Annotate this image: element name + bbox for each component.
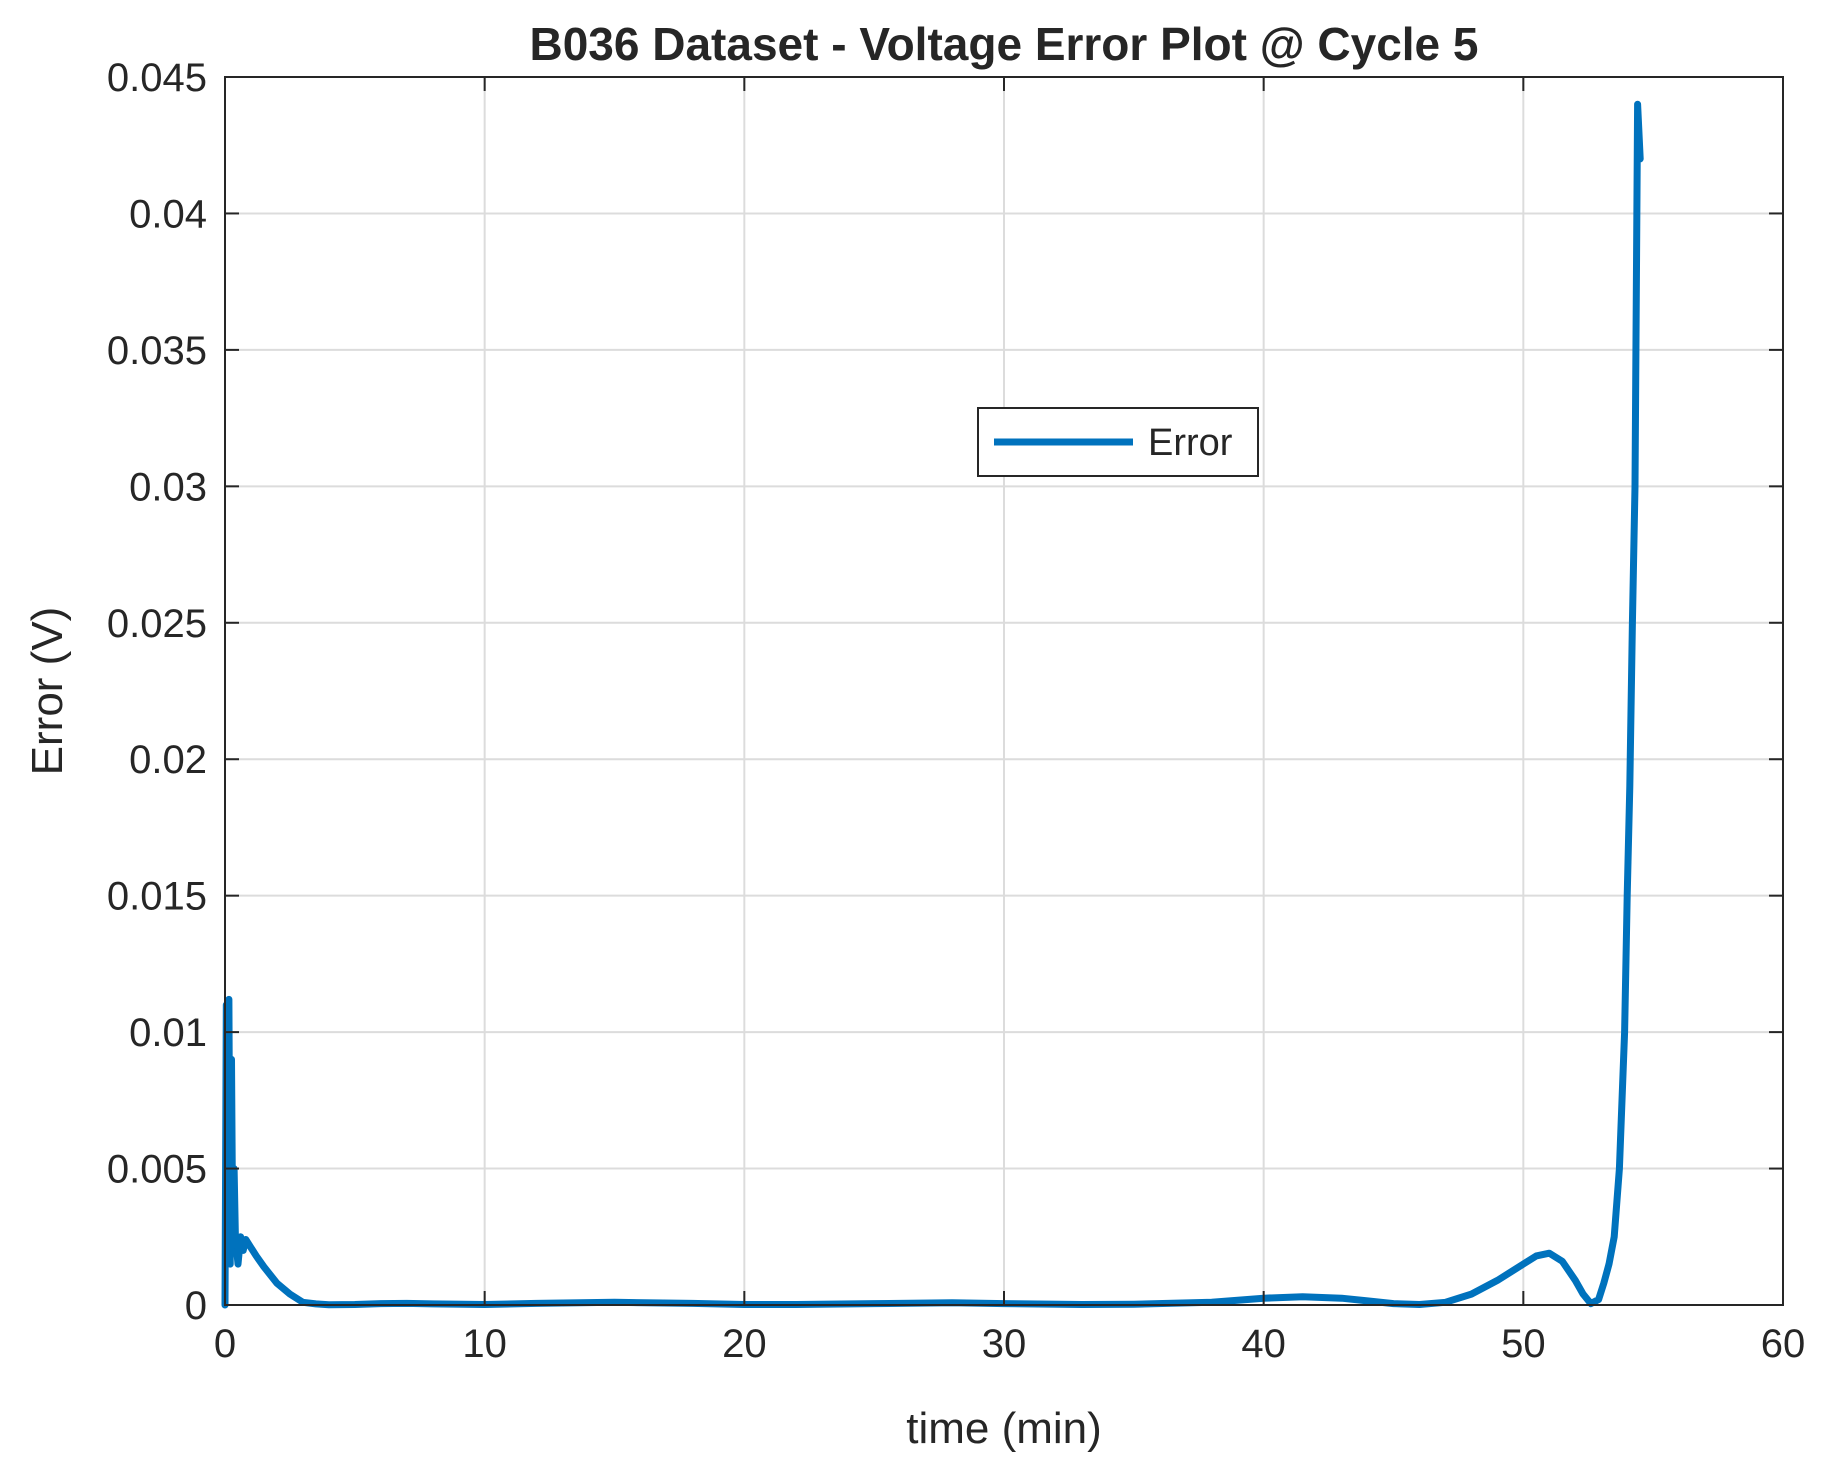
data-point <box>1627 784 1633 790</box>
y-tick-label: 0.02 <box>129 738 207 782</box>
data-point <box>1611 1234 1617 1240</box>
data-point <box>230 1247 236 1253</box>
y-tick-label: 0.035 <box>107 329 207 373</box>
y-tick-label: 0.01 <box>129 1011 207 1055</box>
y-tick-label: 0.025 <box>107 602 207 646</box>
data-point <box>287 1291 293 1297</box>
x-tick-label: 0 <box>214 1322 236 1366</box>
data-point <box>1635 101 1641 107</box>
data-point <box>1442 1299 1448 1305</box>
data-point <box>226 996 232 1002</box>
data-point <box>1624 893 1630 899</box>
data-point <box>1559 1258 1565 1264</box>
data-point <box>238 1234 244 1240</box>
x-tick-label: 40 <box>1241 1322 1286 1366</box>
data-point <box>1596 1297 1602 1303</box>
data-point <box>1622 1029 1628 1035</box>
data-point <box>1546 1250 1552 1256</box>
data-point <box>1300 1294 1306 1300</box>
data-point <box>612 1299 617 1305</box>
data-point <box>248 1245 254 1251</box>
data-point <box>274 1280 280 1286</box>
x-tick-label: 10 <box>462 1322 507 1366</box>
y-axis-label: Error (V) <box>23 607 72 776</box>
data-point <box>1601 1280 1607 1286</box>
data-point <box>1468 1291 1474 1297</box>
y-tick-label: 0.04 <box>129 192 207 236</box>
data-point <box>1520 1261 1526 1267</box>
x-tick-label: 20 <box>722 1322 767 1366</box>
data-point <box>1494 1277 1500 1283</box>
y-tick-label: 0 <box>185 1284 207 1328</box>
x-tick-label: 50 <box>1501 1322 1546 1366</box>
data-point <box>253 1253 259 1259</box>
y-tick-labels: 0 0.005 0.01 0.015 0.02 0.025 0.03 0.035 0.04 0.0… <box>107 56 207 1328</box>
data-point <box>228 1056 234 1062</box>
data-point <box>300 1299 306 1305</box>
data-point <box>1339 1295 1345 1301</box>
data-point <box>227 1261 233 1267</box>
data-point <box>243 1237 249 1243</box>
data-point <box>1533 1253 1539 1259</box>
data-point <box>1572 1277 1578 1283</box>
y-tick-label: 0.005 <box>107 1148 207 1192</box>
data-point <box>261 1264 267 1270</box>
data-point <box>1637 156 1643 162</box>
axis-ticks <box>224 76 1784 1306</box>
x-tick-labels: 0 10 20 30 40 50 60 <box>214 1322 1805 1366</box>
data-point <box>235 1261 241 1267</box>
data-point <box>225 1247 231 1253</box>
y-tick-label: 0.045 <box>107 56 207 100</box>
data-point <box>1632 483 1638 489</box>
data-point <box>1606 1261 1612 1267</box>
chart-title: B036 Dataset - Voltage Error Plot @ Cycl… <box>530 18 1479 70</box>
data-point <box>1629 620 1635 626</box>
y-tick-label: 0.015 <box>107 875 207 919</box>
data-point <box>1616 1166 1622 1172</box>
legend: Error <box>977 407 1259 477</box>
series-layer <box>221 100 1644 1309</box>
data-point <box>232 1234 238 1240</box>
x-tick-label: 30 <box>982 1322 1027 1366</box>
data-point <box>1580 1291 1586 1297</box>
x-tick-label: 60 <box>1761 1322 1806 1366</box>
x-axis-label: time (min) <box>906 1404 1102 1453</box>
y-tick-label: 0.03 <box>129 465 207 509</box>
data-point <box>1365 1298 1371 1304</box>
data-point <box>1209 1299 1215 1305</box>
legend-label-error: Error <box>1148 422 1233 464</box>
data-point <box>240 1247 246 1253</box>
